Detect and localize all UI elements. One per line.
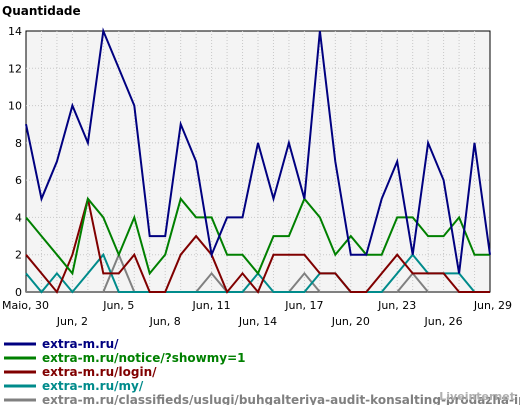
- y-tick-label: 4: [15, 211, 22, 224]
- y-tick-label: 2: [15, 249, 22, 262]
- x-tick-label: Maio, 30: [2, 299, 49, 312]
- x-tick-label: Jun, 8: [149, 315, 181, 328]
- x-tick-labels: Maio, 30 Jun, 2 Jun, 5 Jun, 8 Jun, 11 Jun, 14…: [2, 299, 512, 328]
- x-tick-label: Jun, 26: [424, 315, 463, 328]
- legend-label: extra-m.ru/notice/?showmy=1: [42, 351, 246, 365]
- legend-label: extra-m.ru/login/: [42, 365, 157, 379]
- y-tick-label: 8: [15, 137, 22, 150]
- x-tick-label: Jun, 2: [56, 315, 88, 328]
- y-tick-label: 14: [8, 25, 22, 38]
- legend-label: extra-m.ru/: [42, 337, 119, 351]
- y-tick-label: 12: [8, 62, 22, 75]
- legend: extra-m.ru/extra-m.ru/notice/?showmy=1ex…: [4, 337, 520, 405]
- y-tick-label: 6: [15, 174, 22, 187]
- legend-label: extra-m.ru/my/: [42, 379, 144, 393]
- x-tick-label: Jun, 23: [377, 299, 416, 312]
- y-tick-label: 10: [8, 100, 22, 113]
- y-axis-label: Quantidade: [2, 4, 81, 18]
- series-line: [25, 198, 490, 294]
- x-tick-label: Jun, 17: [284, 299, 323, 312]
- x-tick-label: Jun, 11: [192, 299, 231, 312]
- watermark: Liveinternet: [439, 390, 515, 403]
- series-line: [25, 196, 490, 276]
- x-tick-label: Jun, 29: [473, 299, 512, 312]
- legend-label: extra-m.ru/classifieds/uslugi/buhgalteri…: [42, 393, 520, 405]
- x-tick-label: Jun, 5: [102, 299, 134, 312]
- x-tick-label: Jun, 14: [238, 315, 277, 328]
- series-line: [25, 27, 491, 274]
- y-tick-labels: 0 2 4 6 8 10 12 14: [8, 25, 22, 299]
- series-lines: [25, 27, 491, 294]
- x-tick-label: Jun, 20: [331, 315, 370, 328]
- y-tick-label: 0: [15, 286, 22, 299]
